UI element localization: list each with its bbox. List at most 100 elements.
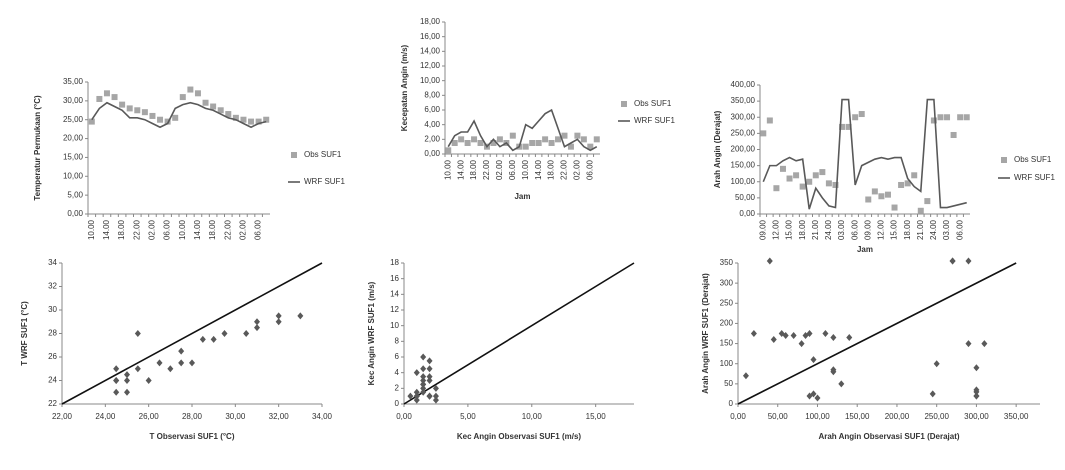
obs-marker: [587, 143, 594, 150]
identity-line: [403, 262, 635, 405]
obs-marker: [232, 114, 239, 121]
obs-marker: [858, 111, 865, 118]
scatter-point: [420, 384, 427, 392]
y-tick-label: 26: [48, 352, 57, 361]
obs-marker: [799, 183, 806, 190]
x-tick-label: 10.00: [521, 159, 530, 180]
scatter-point: [199, 335, 206, 343]
obs-marker: [793, 172, 800, 179]
y-tick-label: 30: [48, 305, 57, 314]
x-tick-label: 50,00: [768, 412, 789, 421]
obs-marker: [157, 116, 164, 123]
y-tick-label: 200: [720, 319, 734, 328]
obs-marker: [103, 90, 110, 97]
x-tick-label: 30,00: [225, 412, 246, 421]
x-tick-label: 02.00: [239, 219, 248, 240]
obs-marker: [898, 181, 905, 188]
scatter-point: [189, 359, 195, 367]
scatter-point: [973, 364, 980, 372]
x-tick-label: 350,00: [1004, 412, 1029, 421]
x-axis-title: Jam: [514, 192, 530, 201]
x-axis-title: Kec Angin Observasi SUF1 (m/s): [457, 432, 582, 441]
obs-marker: [529, 140, 536, 146]
obs-marker: [786, 175, 793, 182]
obs-marker: [134, 107, 141, 114]
scatter-point: [432, 384, 439, 392]
obs-marker: [451, 140, 458, 146]
obs-marker: [96, 95, 103, 102]
scatter-point: [782, 332, 789, 340]
y-tick-label: 24: [48, 376, 57, 385]
x-tick-label: 15.00: [785, 219, 794, 240]
x-tick-label: 28,00: [182, 412, 203, 421]
obs-marker: [471, 136, 478, 143]
y-tick-label: 250: [720, 298, 734, 307]
x-tick-label: 12.00: [772, 219, 781, 240]
scatter-point: [742, 372, 749, 380]
y-tick-label: 0: [395, 399, 400, 408]
x-tick-label: 06.00: [508, 159, 517, 180]
scatter-point: [167, 365, 174, 373]
legend-swatch: [1001, 157, 1007, 163]
obs-marker: [944, 114, 951, 121]
y-tick-label: 150,00: [731, 161, 756, 170]
scatter-point: [432, 392, 439, 400]
obs-marker: [248, 118, 255, 125]
obs-marker: [865, 196, 872, 203]
legend-label: WRF SUF1: [634, 116, 675, 125]
scatter-point: [420, 353, 427, 361]
scatter-point: [156, 359, 163, 367]
obs-marker: [509, 132, 516, 139]
obs-marker: [839, 123, 846, 130]
scatter-point: [113, 365, 120, 373]
x-tick-label: 22.00: [223, 219, 232, 240]
y-tick-label: 50: [724, 379, 733, 388]
obs-marker: [464, 140, 471, 146]
series-line: [447, 108, 598, 152]
x-tick-label: 15,00: [586, 412, 607, 421]
x-tick-label: 15.00: [890, 219, 899, 240]
x-tick-label: 22.00: [560, 159, 569, 180]
obs-marker: [194, 90, 201, 97]
obs-marker: [904, 180, 911, 187]
scatter-point: [413, 396, 420, 404]
scatter-point: [798, 340, 805, 348]
obs-marker: [119, 101, 126, 108]
y-tick-label: 18,00: [420, 17, 441, 26]
legend-swatch: [291, 152, 297, 158]
scatter-point: [145, 377, 152, 384]
legend-swatch: [621, 101, 627, 107]
obs-marker: [819, 169, 826, 176]
y-tick-label: 8,00: [424, 90, 440, 99]
obs-marker: [240, 116, 247, 123]
obs-marker: [760, 130, 767, 137]
x-tick-label: 06.00: [254, 219, 263, 240]
obs-marker: [574, 132, 581, 139]
y-axis-title: Kec Angin WRF SUF1 (m/s): [367, 281, 376, 385]
y-tick-label: 350: [720, 258, 734, 267]
x-tick-label: 06.00: [585, 159, 594, 180]
obs-marker: [891, 204, 898, 211]
obs-marker: [187, 86, 194, 93]
obs-marker: [548, 140, 555, 146]
x-tick-label: 32,00: [269, 412, 290, 421]
x-tick-label: 14.00: [534, 159, 543, 180]
x-tick-label: 02.00: [573, 159, 582, 180]
obs-marker: [179, 94, 186, 101]
identity-line: [737, 262, 1017, 405]
scatter-point: [134, 365, 141, 373]
x-tick-label: 26,00: [139, 412, 160, 421]
scatter-point: [790, 332, 797, 340]
scatter-point: [981, 340, 988, 348]
scatter-point: [413, 369, 420, 377]
scatter-point: [254, 324, 260, 332]
y-tick-label: 14,00: [420, 46, 441, 55]
legend-label: WRF SUF1: [1014, 173, 1055, 182]
scatter-point: [933, 360, 940, 368]
x-tick-label: 18.00: [798, 219, 807, 240]
y-tick-label: 15,00: [63, 153, 84, 162]
x-tick-label: 22,00: [52, 412, 73, 421]
x-tick-label: 10.00: [178, 219, 187, 240]
